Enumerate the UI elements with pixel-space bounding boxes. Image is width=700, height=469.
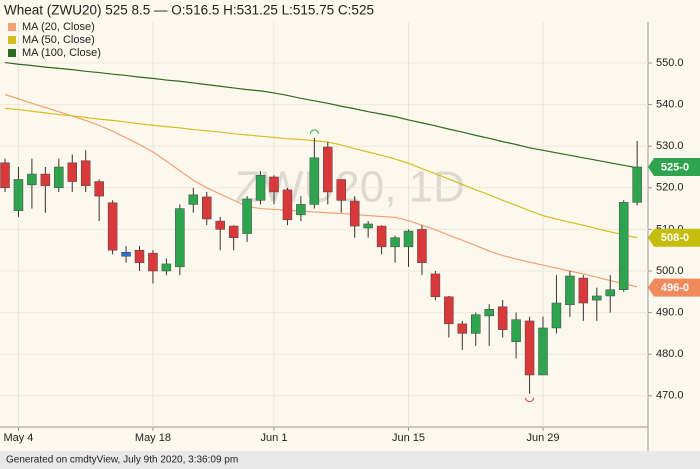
candle-body: [161, 263, 172, 272]
low-marker: [525, 397, 535, 403]
candle-body: [417, 229, 427, 263]
candle-body: [632, 166, 642, 203]
ma-line: [4, 107, 638, 239]
footer-bar: [0, 451, 700, 469]
candle-body: [538, 327, 548, 376]
price-badge: [648, 157, 700, 176]
legend-label: MA (50, Close): [22, 34, 95, 46]
y-tick-label: 550.0: [656, 57, 684, 69]
ma-line: [4, 94, 638, 288]
legend-swatch: [8, 23, 16, 31]
candle-body: [175, 208, 185, 268]
y-tick-label: 530.0: [656, 140, 684, 152]
candle-body: [27, 173, 37, 186]
candle-body: [255, 175, 266, 201]
badge-label: 508-0: [661, 232, 689, 244]
candle-body: [309, 157, 320, 205]
ma-line: [4, 61, 638, 169]
high-marker: [309, 129, 319, 134]
candle-body: [323, 146, 333, 193]
candle-body: [134, 249, 145, 263]
candle-body: [390, 237, 400, 248]
candle-body: [0, 162, 10, 189]
legend-swatch: [8, 49, 16, 57]
candle-body: [430, 273, 441, 298]
candle-body: [228, 225, 239, 238]
y-tick-label: 490.0: [656, 306, 684, 318]
candle-body: [242, 198, 252, 234]
candle-body: [40, 173, 51, 186]
candle-body: [282, 189, 293, 221]
candle-body: [148, 252, 158, 272]
candle-body: [363, 223, 373, 229]
candle-body: [551, 302, 562, 329]
candle-body: [444, 296, 454, 325]
candle-body: [376, 225, 387, 248]
candle-body: [618, 202, 629, 290]
footer: Generated on cmdtyView, July 9th 2020, 3…: [6, 455, 238, 466]
candle-body: [296, 204, 306, 216]
candle-body: [54, 166, 64, 189]
x-tick-label: Jun 15: [392, 432, 425, 444]
chart-title: Wheat (ZWU20) 525 8.5 — O:516.5 H:531.25…: [4, 3, 374, 18]
candle-body: [592, 295, 602, 301]
candle-body: [94, 181, 104, 197]
candle-body: [336, 179, 346, 201]
candle-body: [67, 162, 77, 182]
candle-body: [565, 275, 575, 305]
candle-body: [605, 289, 615, 297]
candle-body: [202, 196, 212, 220]
candle-body: [578, 277, 589, 304]
price-badge: [648, 228, 700, 247]
legend-label: MA (20, Close): [22, 21, 95, 33]
candle-body: [215, 220, 225, 230]
x-tick-label: Jun 29: [526, 432, 559, 444]
badge-label: 525-0: [661, 161, 689, 173]
candle-body: [349, 200, 360, 227]
legend-swatch: [8, 36, 16, 44]
candle-body: [484, 309, 494, 317]
candle-body: [497, 306, 508, 330]
y-tick-label: 520.0: [656, 182, 684, 194]
candle-body: [457, 323, 468, 334]
candle-body: [80, 160, 91, 186]
y-tick-label: 540.0: [656, 98, 684, 110]
y-tick-label: 470.0: [656, 390, 684, 402]
candle-body: [524, 320, 535, 376]
candle-body: [107, 202, 118, 251]
price-badge: [648, 278, 700, 297]
y-tick-label: 500.0: [656, 265, 684, 277]
candle-body: [121, 252, 131, 257]
x-tick-label: Jun 1: [261, 432, 288, 444]
candle-body: [269, 176, 279, 193]
legend-label: MA (100, Close): [22, 47, 101, 59]
candle-body: [403, 230, 414, 248]
x-tick-label: May 4: [3, 432, 33, 444]
candle-body: [511, 319, 521, 342]
y-tick-label: 480.0: [656, 348, 684, 360]
candle-body: [471, 314, 481, 334]
candle-body: [188, 194, 199, 205]
badge-label: 496-0: [661, 282, 689, 294]
candle-body: [13, 179, 24, 211]
x-tick-label: May 18: [135, 432, 171, 444]
